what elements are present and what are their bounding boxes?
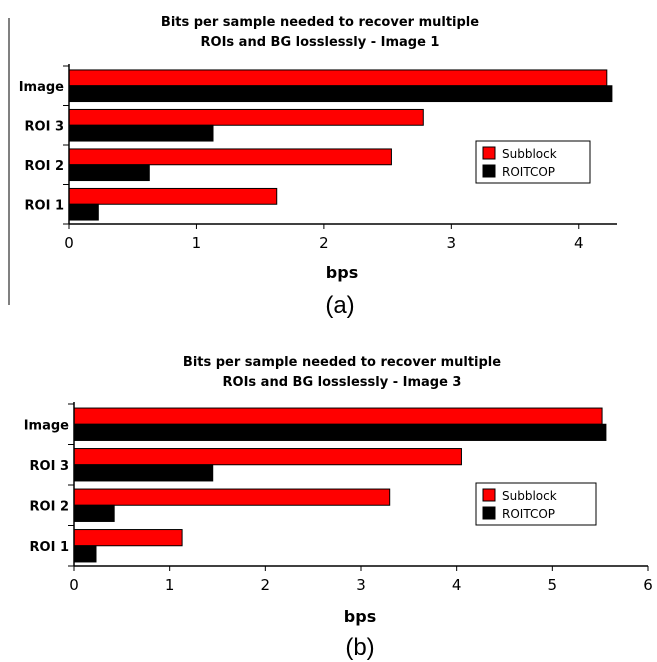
legend-swatch-roitcop xyxy=(482,164,496,178)
legend: Subblock ROITCOP xyxy=(475,482,597,526)
bar-subblock-roi-3 xyxy=(68,108,424,126)
x-tick-label: 1 xyxy=(192,234,202,252)
x-tick-label: 0 xyxy=(69,576,79,594)
y-tick-label: Image xyxy=(24,418,69,433)
y-tick-label: ROI 3 xyxy=(30,459,69,474)
x-axis-label: bps xyxy=(326,263,358,282)
legend-swatch-subblock xyxy=(482,488,496,502)
chart-title-line-1: Bits per sample needed to recover multip… xyxy=(183,355,501,370)
x-tick-label: 2 xyxy=(261,576,271,594)
legend-label-subblock: Subblock xyxy=(502,147,557,161)
bar-roitcop-image xyxy=(73,423,607,441)
x-tick-label: 2 xyxy=(319,234,329,252)
bar-roitcop-roi-3 xyxy=(73,464,214,482)
bar-roitcop-image xyxy=(68,85,613,103)
x-tick-label: 1 xyxy=(165,576,175,594)
x-tick-label: 4 xyxy=(452,576,462,594)
y-tick-label: ROI 1 xyxy=(30,540,69,555)
bar-roitcop-roi-1 xyxy=(73,545,97,563)
legend: Subblock ROITCOP xyxy=(475,140,591,184)
legend-swatch-subblock xyxy=(482,146,496,160)
bar-subblock-roi-3 xyxy=(73,448,462,466)
legend-label-subblock: Subblock xyxy=(502,489,557,503)
chart-title-line-2: ROIs and BG losslessly - Image 3 xyxy=(223,375,462,390)
legend-label-roitcop: ROITCOP xyxy=(502,507,555,521)
bar-roitcop-roi-3 xyxy=(68,124,214,142)
x-tick-label: 5 xyxy=(548,576,558,594)
plot-area: Image ROI 3 ROI 2 ROI 1 0 1 2 3 4 Subblock ROITCOP xyxy=(19,64,617,252)
y-tick-label: ROI 3 xyxy=(25,119,64,134)
bar-subblock-roi-2 xyxy=(73,488,391,506)
chart-title-line-2: ROIs and BG losslessly - Image 1 xyxy=(201,35,440,50)
x-tick-label: 0 xyxy=(64,234,74,252)
bar-subblock-image xyxy=(68,69,608,87)
x-tick-label: 3 xyxy=(356,576,366,594)
panel-label-b: (b) xyxy=(345,634,374,661)
panel-label-a: (a) xyxy=(325,292,354,319)
bar-subblock-roi-1 xyxy=(68,187,278,205)
x-axis-label: bps xyxy=(344,607,376,626)
y-tick-label: ROI 2 xyxy=(30,499,69,514)
x-tick-label: 6 xyxy=(643,576,653,594)
bar-roitcop-roi-2 xyxy=(73,504,115,522)
x-tick-label: 3 xyxy=(447,234,457,252)
y-tick-label: Image xyxy=(19,80,64,95)
bar-subblock-image xyxy=(73,407,603,425)
bar-roitcop-roi-1 xyxy=(68,203,99,221)
chart-image-1: Bits per sample needed to recover multip… xyxy=(19,15,617,319)
y-tick-label: ROI 1 xyxy=(25,198,64,213)
x-tick-label: 4 xyxy=(574,234,584,252)
plot-area: Image ROI 3 ROI 2 ROI 1 0 1 2 3 4 5 6 Subblock ROITC… xyxy=(24,402,653,594)
chart-image-3: Bits per sample needed to recover multip… xyxy=(24,355,653,661)
legend-box xyxy=(475,482,597,526)
bar-subblock-roi-1 xyxy=(73,529,183,547)
legend-label-roitcop: ROITCOP xyxy=(502,165,555,179)
chart-title-line-1: Bits per sample needed to recover multip… xyxy=(161,15,479,30)
legend-swatch-roitcop xyxy=(482,506,496,520)
bar-subblock-roi-2 xyxy=(68,148,392,166)
bar-roitcop-roi-2 xyxy=(68,164,150,182)
y-tick-label: ROI 2 xyxy=(25,159,64,174)
